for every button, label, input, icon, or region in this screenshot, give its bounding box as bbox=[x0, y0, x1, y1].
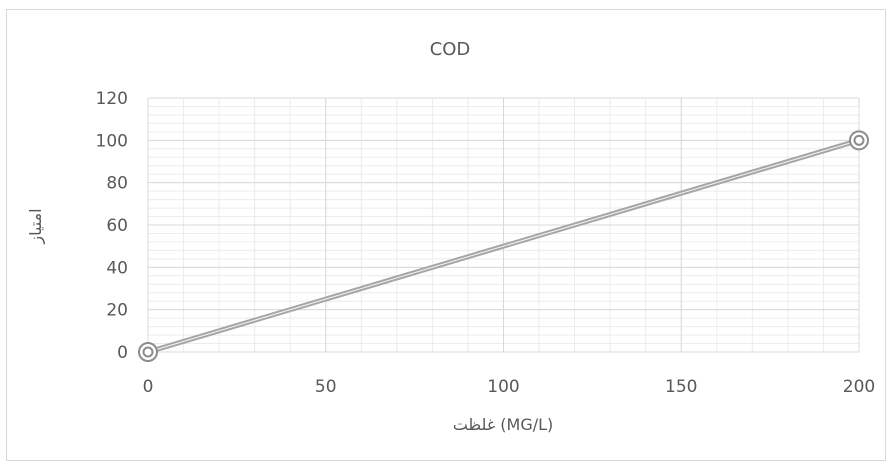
x-tick-label: 50 bbox=[315, 377, 337, 397]
y-axis-title: امتیاز bbox=[26, 208, 46, 244]
x-axis-ticks: 0 50 100 150 200 bbox=[143, 377, 876, 397]
x-tick-label: 150 bbox=[665, 377, 697, 397]
data-point-marker-inner bbox=[853, 134, 865, 146]
y-tick-label: 80 bbox=[106, 174, 128, 194]
chart-title: COD bbox=[430, 39, 471, 60]
x-tick-label: 100 bbox=[487, 377, 519, 397]
y-tick-label: 120 bbox=[96, 89, 128, 109]
y-tick-label: 0 bbox=[117, 343, 128, 363]
data-point-marker-inner bbox=[142, 346, 154, 358]
y-axis-ticks: 0 20 40 60 80 100 120 bbox=[96, 89, 128, 363]
series-layer bbox=[145, 137, 862, 355]
y-tick-label: 40 bbox=[106, 258, 128, 278]
series-line-inner bbox=[147, 139, 860, 353]
x-tick-label: 200 bbox=[843, 377, 875, 397]
y-tick-label: 20 bbox=[106, 301, 128, 321]
chart-area bbox=[6, 9, 886, 461]
y-tick-label: 100 bbox=[96, 131, 128, 151]
x-tick-label: 0 bbox=[143, 377, 154, 397]
marker-layer bbox=[138, 130, 869, 362]
x-axis-title: غلظت (MG/L) bbox=[453, 415, 554, 434]
y-tick-label: 60 bbox=[106, 216, 128, 236]
